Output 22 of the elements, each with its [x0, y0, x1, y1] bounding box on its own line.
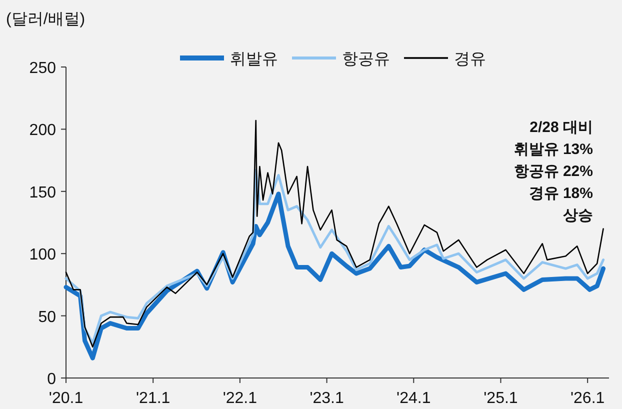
x-tick-label: '22.1 [222, 390, 258, 407]
legend-label: 경유 [454, 51, 486, 68]
y-tick-label: 150 [29, 184, 56, 202]
annotation: 경유 18% [528, 185, 593, 202]
y-tick-label: 100 [29, 246, 56, 264]
annotation: 상승 [563, 207, 593, 224]
y-tick-label: 0 [47, 371, 56, 388]
x-tick-label: '25.1 [484, 390, 518, 407]
x-tick-label: '21.1 [136, 390, 170, 407]
y-axis-title: (달러/배럴) [6, 11, 86, 28]
y-tick-label: 200 [29, 122, 56, 140]
legend-label: 항공유 [342, 51, 390, 68]
x-tick-label: '23.1 [310, 390, 344, 407]
annotation: 2/28 대비 [530, 119, 593, 136]
y-tick-label: 50 [38, 308, 56, 326]
y-tick-label: 250 [29, 60, 56, 77]
annotation: 휘발유 13% [514, 141, 593, 158]
x-tick-label: '24.1 [396, 390, 431, 407]
legend-label: 휘발유 [230, 51, 278, 68]
annotation: 항공유 22% [514, 163, 593, 180]
x-tick-label: '20.1 [48, 390, 84, 407]
x-tick-label: '26.1 [570, 390, 605, 407]
